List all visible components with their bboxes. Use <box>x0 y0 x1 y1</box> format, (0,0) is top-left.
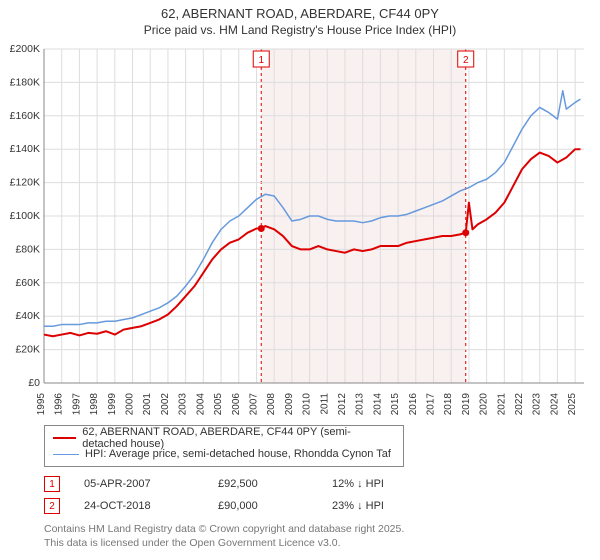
svg-text:2021: 2021 <box>496 393 507 416</box>
svg-text:2018: 2018 <box>443 393 454 416</box>
annotation-date: 24-OCT-2018 <box>84 500 194 512</box>
svg-text:£140K: £140K <box>10 143 40 155</box>
svg-text:2007: 2007 <box>248 393 259 416</box>
svg-text:1995: 1995 <box>36 393 47 416</box>
annotation-date: 05-APR-2007 <box>84 478 194 490</box>
svg-text:2017: 2017 <box>426 393 437 416</box>
svg-text:£40K: £40K <box>15 310 40 322</box>
svg-text:2009: 2009 <box>284 393 295 416</box>
svg-text:1998: 1998 <box>89 393 100 416</box>
svg-text:1996: 1996 <box>54 393 65 416</box>
annotation-marker: 2 <box>44 498 60 514</box>
attribution-line2: This data is licensed under the Open Gov… <box>44 537 600 551</box>
svg-text:2004: 2004 <box>195 393 206 416</box>
svg-text:2013: 2013 <box>355 393 366 416</box>
attribution-line1: Contains HM Land Registry data © Crown c… <box>44 523 600 537</box>
svg-text:2024: 2024 <box>549 393 560 416</box>
svg-text:£20K: £20K <box>15 344 40 356</box>
svg-text:1997: 1997 <box>71 393 82 416</box>
svg-text:2000: 2000 <box>125 393 136 416</box>
svg-text:2002: 2002 <box>160 393 171 416</box>
svg-text:2005: 2005 <box>213 393 224 416</box>
page-title: 62, ABERNANT ROAD, ABERDARE, CF44 0PY <box>0 0 600 21</box>
page-subtitle: Price paid vs. HM Land Registry's House … <box>0 21 600 41</box>
svg-text:2025: 2025 <box>567 393 578 416</box>
svg-text:2001: 2001 <box>142 393 153 416</box>
annotation-row: 1 05-APR-2007 £92,500 12% ↓ HPI <box>44 473 600 495</box>
svg-text:2022: 2022 <box>514 393 525 416</box>
svg-text:1: 1 <box>258 55 264 66</box>
svg-text:2019: 2019 <box>461 393 472 416</box>
svg-text:£60K: £60K <box>15 277 40 289</box>
svg-text:£80K: £80K <box>15 243 40 255</box>
price-chart: £0 £20K £40K £60K £80K £100K £120K £140K £160K £1… <box>0 41 600 421</box>
svg-text:2006: 2006 <box>231 393 242 416</box>
annotation-delta: 23% ↓ HPI <box>332 500 384 512</box>
svg-text:£120K: £120K <box>10 177 40 189</box>
svg-text:2023: 2023 <box>532 393 543 416</box>
legend-label: HPI: Average price, semi-detached house,… <box>85 448 391 460</box>
svg-text:2015: 2015 <box>390 393 401 416</box>
svg-text:2010: 2010 <box>302 393 313 416</box>
svg-text:£0: £0 <box>28 377 40 389</box>
svg-text:£100K: £100K <box>10 210 40 222</box>
chart-container: £0 £20K £40K £60K £80K £100K £120K £140K £160K £1… <box>0 41 600 421</box>
svg-text:1999: 1999 <box>107 393 118 416</box>
svg-text:2014: 2014 <box>372 393 383 416</box>
svg-text:2020: 2020 <box>479 393 490 416</box>
svg-text:2016: 2016 <box>408 393 419 416</box>
svg-text:£200K: £200K <box>10 43 40 55</box>
annotation-marker: 1 <box>44 476 60 492</box>
annotation-row: 2 24-OCT-2018 £90,000 23% ↓ HPI <box>44 495 600 517</box>
legend-swatch <box>53 437 76 439</box>
legend-row: 62, ABERNANT ROAD, ABERDARE, CF44 0PY (s… <box>53 430 395 446</box>
svg-text:2003: 2003 <box>178 393 189 416</box>
annotation-table: 1 05-APR-2007 £92,500 12% ↓ HPI 2 24-OCT-2018… <box>44 473 600 517</box>
svg-text:£160K: £160K <box>10 110 40 122</box>
svg-text:2012: 2012 <box>337 393 348 416</box>
legend: 62, ABERNANT ROAD, ABERDARE, CF44 0PY (s… <box>44 425 404 467</box>
attribution: Contains HM Land Registry data © Crown c… <box>44 523 600 550</box>
svg-text:2: 2 <box>463 55 469 66</box>
svg-text:£180K: £180K <box>10 76 40 88</box>
legend-row: HPI: Average price, semi-detached house,… <box>53 446 395 462</box>
annotation-price: £92,500 <box>218 478 308 490</box>
svg-text:2008: 2008 <box>266 393 277 416</box>
annotation-delta: 12% ↓ HPI <box>332 478 384 490</box>
legend-swatch <box>53 454 79 455</box>
legend-label: 62, ABERNANT ROAD, ABERDARE, CF44 0PY (s… <box>82 426 395 450</box>
annotation-price: £90,000 <box>218 500 308 512</box>
svg-text:2011: 2011 <box>319 393 330 415</box>
